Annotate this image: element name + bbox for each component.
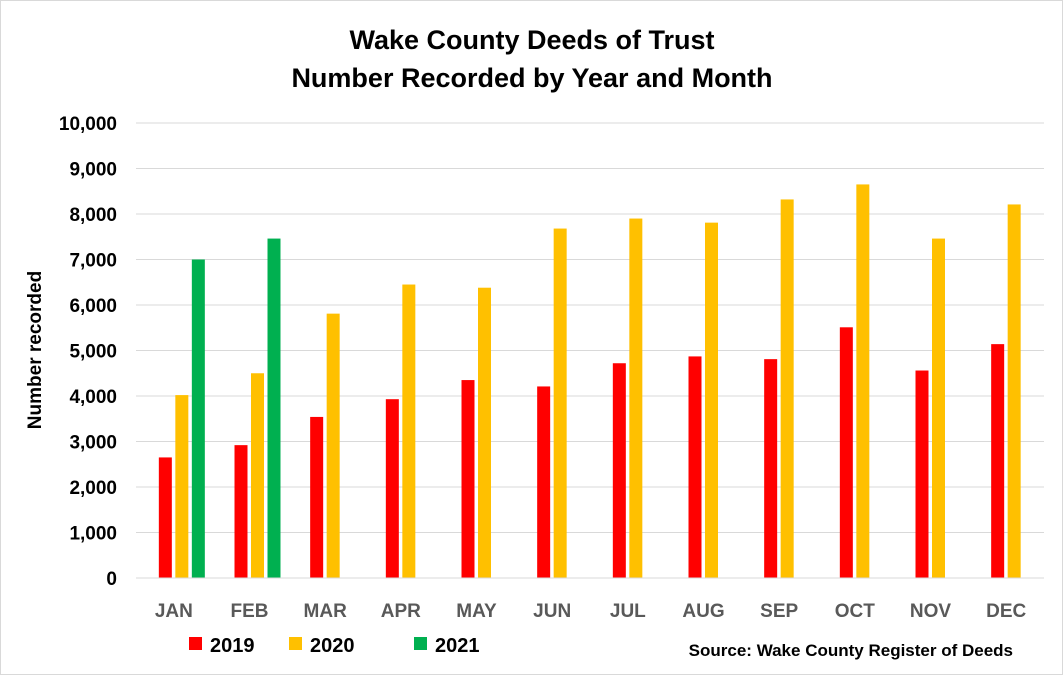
- bars: [158, 184, 1021, 579]
- bar-2021-feb: [267, 238, 281, 578]
- x-tick-label: FEB: [231, 601, 269, 622]
- y-axis-label: Number recorded: [25, 271, 46, 429]
- bar-2020-sep: [780, 199, 794, 578]
- chart-subtitle: Number Recorded by Year and Month: [291, 63, 772, 93]
- bar-2019-may: [461, 380, 475, 578]
- y-tick-label: 9,000: [69, 160, 117, 181]
- legend-label-2020: 2020: [310, 635, 355, 657]
- legend-swatch-2019: [189, 637, 202, 650]
- bar-2021-jan: [191, 259, 205, 578]
- x-tick-label: NOV: [910, 601, 952, 622]
- y-tick-label: 7,000: [69, 251, 117, 272]
- x-tick-label: AUG: [682, 601, 724, 622]
- legend-swatch-2021: [414, 637, 427, 650]
- legend: 2019 2020 2021: [189, 635, 480, 657]
- bar-2020-aug: [705, 222, 718, 578]
- bar-2020-may: [478, 287, 491, 578]
- y-tick-label: 10,000: [59, 114, 117, 135]
- y-axis-ticks: 0 1,000 2,000 3,000 4,000 5,000 6,000 7,000 8,00…: [59, 114, 117, 590]
- legend-label-2019: 2019: [210, 635, 255, 657]
- y-tick-label: 4,000: [69, 387, 117, 408]
- x-tick-label: MAY: [456, 601, 497, 622]
- bar-2019-jun: [537, 386, 551, 578]
- bar-2020-feb: [251, 373, 264, 578]
- bar-2019-jul: [612, 363, 626, 578]
- gridlines: [136, 122, 1044, 533]
- bar-2019-sep: [764, 359, 778, 578]
- x-tick-label: MAR: [304, 601, 348, 622]
- y-tick-label: 5,000: [69, 342, 117, 363]
- bar-2019-feb: [234, 445, 248, 578]
- bar-2020-mar: [326, 313, 340, 578]
- legend-label-2021: 2021: [435, 635, 480, 657]
- legend-swatch-2020: [289, 637, 302, 650]
- chart-title: Wake County Deeds of Trust: [349, 25, 714, 55]
- y-tick-label: 2,000: [69, 478, 117, 499]
- bar-2020-nov: [932, 238, 945, 578]
- bar-2020-dec: [1007, 204, 1021, 578]
- x-tick-label: JUL: [610, 601, 646, 622]
- bar-2019-jan: [158, 457, 172, 578]
- y-tick-label: 6,000: [69, 296, 117, 317]
- y-tick-label: 1,000: [69, 524, 117, 545]
- y-tick-label: 3,000: [69, 433, 117, 454]
- bar-2019-oct: [839, 327, 853, 578]
- x-tick-label: SEP: [760, 601, 798, 622]
- bar-2020-jun: [553, 228, 567, 578]
- source-note: Source: Wake County Register of Deeds: [689, 641, 1013, 660]
- x-tick-label: OCT: [835, 601, 876, 622]
- bar-2019-dec: [991, 344, 1005, 578]
- x-tick-label: APR: [381, 601, 421, 622]
- bar-2020-apr: [402, 284, 416, 578]
- y-tick-label: 8,000: [69, 205, 117, 226]
- bar-2019-mar: [310, 416, 324, 578]
- bar-2020-jan: [175, 395, 189, 578]
- x-tick-label: JUN: [533, 601, 571, 622]
- bar-2020-oct: [856, 184, 870, 579]
- x-axis-ticks: JAN FEB MAR APR MAY JUN JUL AUG SEP OCT NOV DEC: [155, 601, 1027, 622]
- x-tick-label: DEC: [986, 601, 1026, 622]
- bar-2019-aug: [688, 356, 702, 578]
- bar-2020-jul: [629, 218, 643, 579]
- x-tick-label: JAN: [155, 601, 193, 622]
- bar-2019-apr: [385, 399, 399, 578]
- bar-2019-nov: [915, 370, 929, 578]
- y-tick-label: 0: [106, 569, 117, 590]
